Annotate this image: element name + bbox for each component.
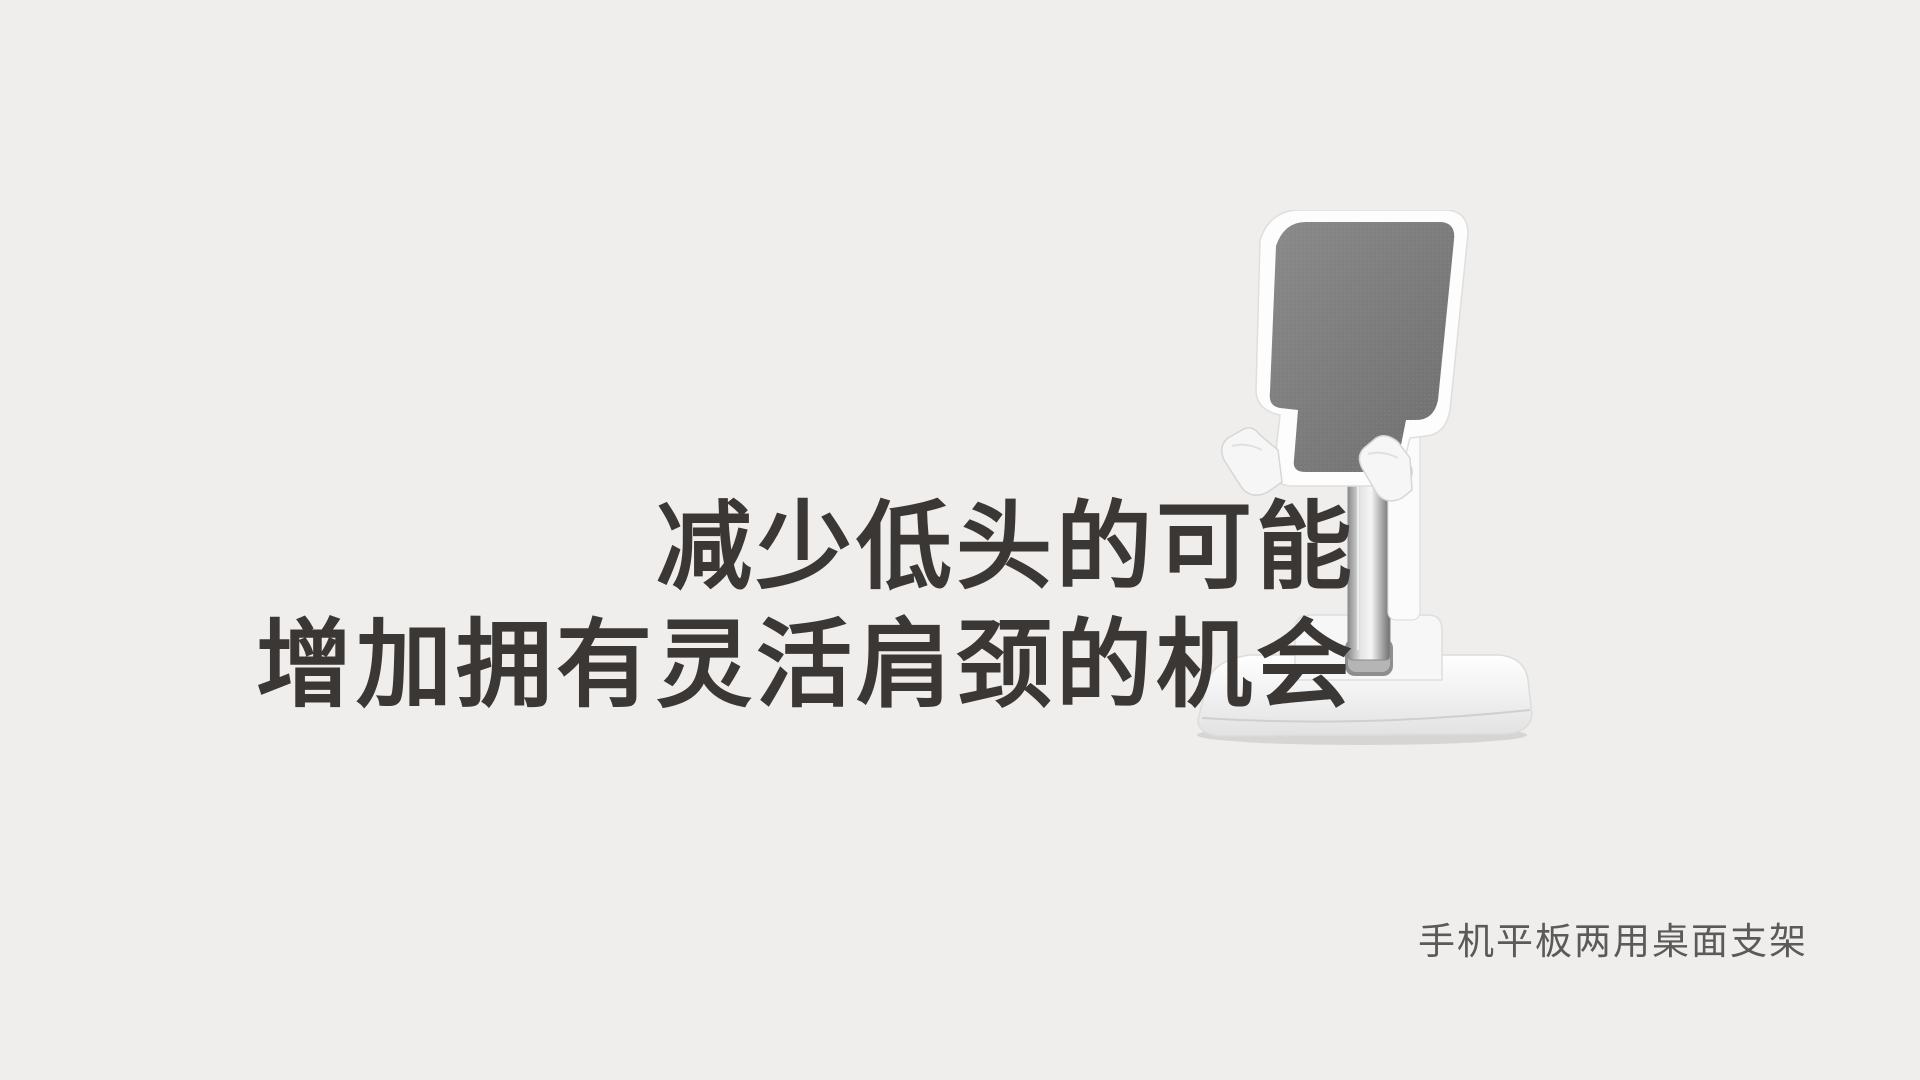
phone-tablet-stand-icon bbox=[1197, 210, 1533, 745]
headline-line-2: 增加拥有灵活肩颈的机会 bbox=[256, 609, 1356, 721]
product-caption: 手机平板两用桌面支架 bbox=[1418, 920, 1808, 963]
stand-base bbox=[1197, 654, 1533, 737]
left-holder-hook bbox=[1221, 427, 1283, 496]
headline: 减少低头的可能 增加拥有灵活肩颈的机会 bbox=[256, 488, 1356, 724]
headline-line-1: 减少低头的可能 bbox=[656, 491, 1356, 603]
